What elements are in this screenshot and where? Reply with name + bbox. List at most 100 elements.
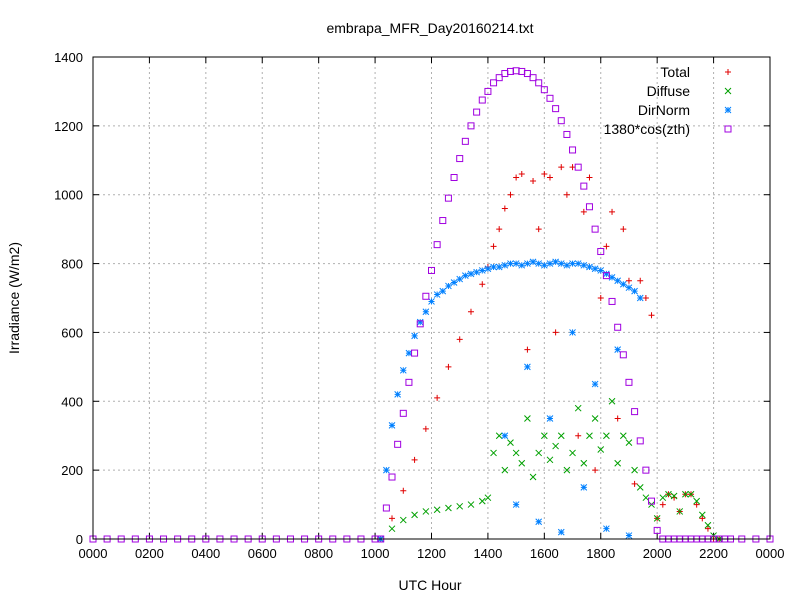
data-point [524,260,531,267]
data-point [597,267,605,274]
data-point [586,263,593,271]
data-point [586,432,593,440]
data-point [648,497,656,505]
data-point [388,473,396,481]
data-point [461,272,469,279]
data-point [546,94,554,102]
y-tick-label: 1400 [54,50,83,65]
data-point [467,501,475,508]
series-2 [377,258,644,543]
data-point [490,243,497,250]
data-point [659,501,666,508]
legend-label: DirNorm [638,102,690,118]
data-point [670,492,678,500]
data-point [552,442,559,450]
data-point [631,287,638,295]
data-point [495,432,503,440]
data-point [540,261,548,269]
data-point [450,174,458,181]
chart-title: embrapa_MFR_Day20160214.txt [326,20,533,36]
x-tick-label: 2200 [699,546,728,561]
data-point [653,526,661,534]
data-point [388,422,396,429]
data-point [518,459,526,467]
data-point [535,449,543,457]
data-point [608,273,616,281]
data-point [546,260,554,267]
data-point [614,277,622,285]
data-point [619,351,627,359]
data-point [557,528,565,536]
data-point [478,267,486,274]
data-point [631,466,638,474]
data-point [445,282,452,290]
data-point [490,449,497,457]
data-point [439,287,447,295]
data-point [473,268,480,276]
data-point [388,525,396,533]
data-point [631,480,638,487]
data-point [422,292,430,300]
data-point [580,459,588,467]
data-point [642,466,650,474]
data-point [495,74,503,82]
data-point [467,308,474,315]
plot-frame [92,56,771,540]
data-point [411,332,418,340]
data-point [631,408,639,416]
y-axis-title: Irradiance (W/m2) [6,242,22,354]
data-point [416,320,424,328]
data-point [608,397,616,405]
data-point [405,349,413,357]
data-point [546,415,554,422]
data-point [557,260,565,267]
data-point [456,275,464,283]
y-tick-label: 800 [61,257,83,272]
legend-marker [724,125,732,133]
x-axis-title: UTC Hour [398,577,461,593]
data-point [535,260,543,267]
data-point [569,164,576,171]
x-tick-label: 0000 [79,546,108,561]
data-point [461,137,469,145]
axis-ticks: 0000 0200 0400 0600 0800 1000 1200 1400 1600 1800… [54,50,784,561]
data-point [433,291,441,298]
data-point [620,226,627,233]
data-point [653,514,661,522]
y-tick-label: 0 [76,532,83,547]
data-point [642,295,649,301]
data-point [433,241,441,249]
legend-label: Diffuse [647,83,691,99]
data-point [411,511,418,519]
data-point [467,122,475,130]
data-point [445,363,452,370]
data-point [563,130,571,138]
data-point [597,248,605,256]
data-point [399,409,407,417]
data-point [698,511,706,519]
x-tick-label: 2000 [643,546,672,561]
data-point [591,415,599,422]
data-point [535,226,542,233]
data-point [563,191,570,198]
data-point [552,329,559,336]
data-point [558,164,565,171]
data-point [518,261,526,269]
data-point [591,225,599,233]
data-point [580,208,587,215]
data-point [563,466,571,474]
data-point [383,466,390,474]
data-point [456,502,464,510]
data-point [687,490,695,498]
data-point [400,487,407,494]
data-point [501,70,509,78]
data-point [648,312,655,319]
data-point [569,146,577,154]
data-point [569,260,576,267]
data-point [501,432,509,440]
data-point [574,163,582,171]
data-point [574,404,582,412]
data-point [693,501,700,508]
data-point [625,284,633,292]
data-point [636,294,644,302]
